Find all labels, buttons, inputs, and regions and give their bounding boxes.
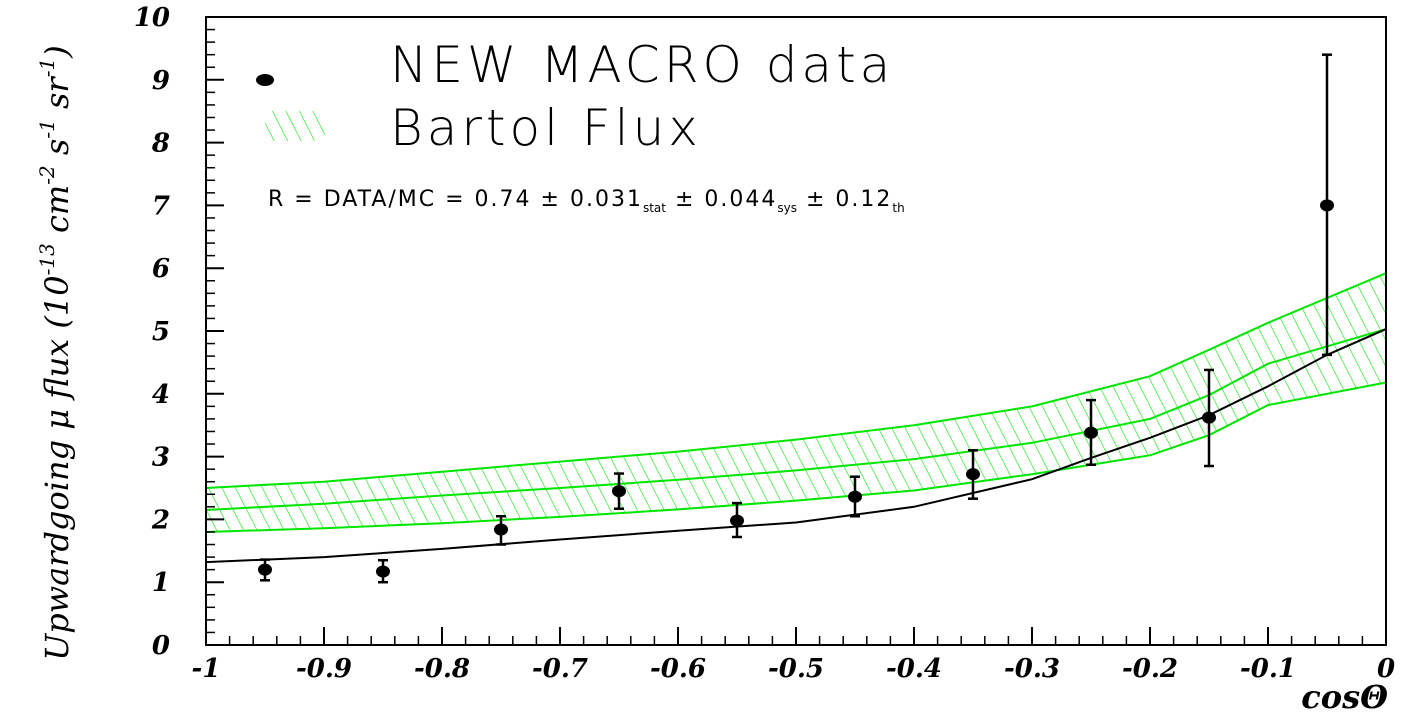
legend: NEW MACRO data Bartol Flux bbox=[256, 36, 894, 157]
x-tick-label: -0.9 bbox=[296, 654, 352, 684]
y-axis-title-exp3: -1 bbox=[35, 119, 59, 138]
y-axis-title-unit3: sr bbox=[38, 76, 76, 120]
plot-area bbox=[205, 53, 1387, 584]
y-tick-label: 2 bbox=[151, 505, 170, 535]
y-axis-title-close: ) bbox=[38, 45, 76, 58]
data-marker bbox=[1084, 426, 1098, 439]
ratio-annotation-th: ± 0.12 bbox=[797, 187, 892, 212]
legend-band-label: Bartol Flux bbox=[390, 99, 702, 157]
data-point bbox=[376, 558, 390, 584]
ratio-annotation-sys-sub: sys bbox=[777, 201, 797, 215]
y-tick-label: 10 bbox=[134, 3, 170, 33]
y-tick-label: 1 bbox=[152, 568, 170, 598]
svg-text:Upwardgoing μ flux (10-13 cm-2: Upwardgoing μ flux (10-13 cm-2 s-1 sr-1) bbox=[35, 45, 76, 660]
y-axis-title-main: Upwardgoing μ flux (10 bbox=[38, 275, 76, 660]
y-tick-label: 0 bbox=[152, 631, 170, 661]
data-marker bbox=[494, 523, 508, 536]
data-point bbox=[494, 515, 508, 546]
y-tick-label: 7 bbox=[152, 191, 170, 221]
data-point bbox=[1084, 398, 1098, 467]
x-axis-title: cosΘ bbox=[1301, 678, 1388, 716]
ratio-annotation-sys: ± 0.044 bbox=[666, 187, 777, 212]
data-marker bbox=[848, 490, 862, 503]
data-point bbox=[258, 558, 272, 582]
data-point bbox=[730, 501, 744, 539]
x-tick-label: -0.1 bbox=[1240, 654, 1296, 684]
y-axis-title-exp2: -2 bbox=[35, 165, 59, 184]
y-axis-title-unit1: cm bbox=[38, 185, 76, 243]
y-tick-label: 5 bbox=[152, 317, 170, 347]
ratio-annotation: R = DATA/MC = 0.74 ± 0.031stat ± 0.044sy… bbox=[268, 187, 905, 215]
data-marker bbox=[376, 565, 390, 578]
y-tick-label: 9 bbox=[152, 66, 170, 96]
data-point bbox=[848, 475, 862, 518]
y-tick-labels: 0 1 2 3 4 5 6 7 8 9 10 bbox=[134, 3, 170, 661]
data-marker bbox=[730, 514, 744, 527]
y-axis-title-exp1: -13 bbox=[35, 243, 59, 275]
data-marker bbox=[966, 468, 980, 481]
legend-band-swatch bbox=[265, 111, 325, 141]
data-marker bbox=[258, 563, 272, 576]
axis-ticks bbox=[205, 16, 1387, 646]
ratio-annotation-th-sub: th bbox=[892, 201, 904, 215]
x-tick-label: -0.2 bbox=[1122, 654, 1178, 684]
data-point bbox=[1202, 368, 1216, 468]
x-tick-label: -0.4 bbox=[886, 654, 942, 684]
x-tick-label: -0.7 bbox=[532, 654, 588, 684]
legend-data-label: NEW MACRO data bbox=[390, 36, 894, 94]
data-marker bbox=[1202, 411, 1216, 424]
data-point bbox=[966, 449, 980, 500]
plot-frame bbox=[205, 16, 1387, 646]
bartol-flux-upper-line bbox=[205, 272, 1387, 489]
y-tick-label: 8 bbox=[151, 129, 170, 159]
data-point bbox=[612, 472, 626, 510]
y-axis-title: Upwardgoing μ flux (10-13 cm-2 s-1 sr-1) bbox=[35, 45, 76, 660]
bartol-flux-center-line bbox=[205, 328, 1387, 511]
ratio-annotation-prefix: R = DATA/MC = 0.74 ± 0.031 bbox=[268, 187, 643, 212]
x-tick-label: -0.5 bbox=[768, 654, 824, 684]
ratio-annotation-stat: stat bbox=[643, 201, 666, 215]
y-axis-title-unit2: s bbox=[38, 139, 76, 166]
x-tick-label: -0.3 bbox=[1004, 654, 1060, 684]
legend-data-marker bbox=[256, 74, 274, 86]
x-tick-label: -0.8 bbox=[414, 654, 470, 684]
x-tick-label: 0 bbox=[1377, 654, 1395, 684]
data-points bbox=[258, 53, 1334, 584]
data-marker bbox=[1320, 199, 1334, 212]
y-tick-label: 4 bbox=[152, 380, 170, 410]
y-tick-label: 6 bbox=[152, 254, 170, 284]
data-point bbox=[1320, 53, 1334, 357]
y-tick-label: 3 bbox=[152, 443, 170, 473]
data-marker bbox=[612, 485, 626, 498]
x-tick-label: -1 bbox=[192, 654, 221, 684]
y-axis-title-exp4: -1 bbox=[35, 58, 59, 77]
x-tick-label: -0.6 bbox=[650, 654, 706, 684]
x-tick-labels: -1 -0.9 -0.8 -0.7 -0.6 -0.5 -0.4 -0.3 -0.2 -0.1 0 bbox=[192, 654, 1395, 684]
